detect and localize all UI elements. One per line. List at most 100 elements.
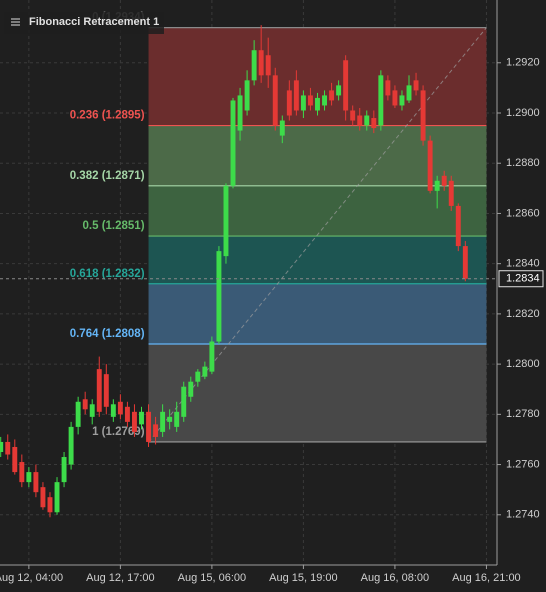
- x-tick-label: Aug 15, 06:00: [178, 572, 247, 584]
- candle-body: [364, 115, 370, 126]
- candle-body: [392, 90, 398, 106]
- candle-body: [188, 381, 194, 397]
- candle-body: [315, 97, 320, 111]
- candle-body: [272, 75, 278, 126]
- candle-body: [258, 50, 264, 76]
- y-tick-label: 1.2820: [506, 308, 540, 320]
- candle-body: [195, 371, 201, 382]
- candle-body: [371, 118, 377, 129]
- candle-body: [181, 386, 187, 417]
- candle-body: [230, 100, 236, 186]
- fib-label: 0.382 (1.2871): [70, 170, 145, 182]
- x-tick-label: Aug 16, 21:00: [452, 572, 521, 584]
- candle-body: [33, 472, 39, 493]
- candle-body: [223, 185, 229, 257]
- candle-body: [5, 441, 11, 455]
- fib-label: 1 (1.2769): [92, 426, 145, 438]
- y-tick-label: 1.2880: [506, 157, 540, 169]
- fib-zone: [148, 185, 487, 237]
- candle-body: [307, 95, 313, 106]
- candle-body: [343, 60, 349, 111]
- fib-zone: [148, 125, 487, 186]
- candle-body: [61, 457, 67, 483]
- x-tick-label: Aug 12, 17:00: [86, 572, 155, 584]
- candle-body: [462, 246, 468, 279]
- candle-body: [54, 482, 60, 513]
- candle-body: [350, 110, 356, 121]
- fib-label: 0.5 (1.2851): [83, 220, 145, 232]
- candle-body: [174, 411, 180, 427]
- candle-body: [357, 115, 363, 126]
- y-tick-label: 1.2760: [506, 458, 540, 470]
- legend: Fibonacci Retracement 1: [4, 12, 164, 34]
- candle-body: [167, 416, 173, 422]
- last-price-box: [498, 270, 544, 288]
- fib-trend-line: [148, 27, 487, 443]
- fib-zone: [148, 236, 487, 284]
- fib-label: 0.236 (1.2895): [70, 110, 145, 122]
- candle-body: [82, 399, 88, 410]
- candle-body: [153, 424, 159, 437]
- candle-body: [322, 95, 327, 106]
- candle-body: [413, 80, 419, 91]
- candle-body: [110, 404, 116, 417]
- y-tick-label: 1.2800: [506, 358, 540, 370]
- candle-body: [441, 175, 447, 186]
- y-tick-label: 1.2860: [506, 207, 540, 219]
- candle-body: [26, 472, 32, 483]
- legend-title: Fibonacci Retracement 1: [29, 16, 159, 28]
- candle-body: [300, 95, 306, 111]
- candle-body: [96, 369, 102, 412]
- candle-body: [146, 411, 152, 442]
- legend-background: [4, 12, 164, 34]
- candle-body: [336, 85, 342, 96]
- candle-body: [399, 95, 405, 106]
- candle-body: [139, 411, 144, 425]
- y-tick-label: 1.2740: [506, 509, 540, 521]
- candle-body: [329, 90, 335, 101]
- x-tick-label: Aug 12, 04:00: [0, 572, 63, 584]
- candle-body: [448, 180, 454, 206]
- fib-label: 0.618 (1.2832): [70, 268, 145, 280]
- candle-body: [40, 487, 46, 508]
- candle-body: [251, 50, 257, 81]
- fib-zone: [148, 344, 487, 442]
- candle-body: [117, 401, 123, 415]
- x-tick-label: Aug 15, 19:00: [269, 572, 338, 584]
- fib-zone: [148, 283, 487, 345]
- candle-body: [385, 80, 391, 96]
- candle-body: [209, 341, 215, 372]
- candles: [0, 25, 468, 518]
- candle-body: [279, 120, 285, 136]
- candle-body: [160, 411, 166, 432]
- y-tick-label: 1.2840: [506, 258, 540, 270]
- legend-icon: [11, 18, 20, 26]
- candle-body: [202, 366, 208, 377]
- candle-body: [124, 406, 130, 422]
- fibonacci: 0 (1.2934)0.236 (1.2895)0.382 (1.2871)0.…: [70, 12, 487, 443]
- candle-body: [406, 85, 412, 101]
- candle-body: [378, 75, 384, 126]
- candle-body: [420, 90, 426, 141]
- candle-body: [427, 140, 433, 191]
- y-tick-label: 1.2900: [506, 107, 540, 119]
- candle-body: [286, 90, 292, 116]
- last-price-label: 1.2834: [506, 273, 540, 285]
- y-tick-label: 1.2780: [506, 408, 540, 420]
- candle-body: [434, 180, 440, 191]
- candle-body: [293, 80, 299, 111]
- candle-body: [47, 497, 53, 513]
- y-tick-label: 1.2920: [506, 57, 540, 69]
- candle-body: [244, 80, 250, 111]
- candle-body: [75, 401, 81, 427]
- candle-body: [0, 441, 4, 452]
- candle-body: [89, 404, 95, 417]
- x-tick-label: Aug 16, 08:00: [361, 572, 430, 584]
- candle-body: [237, 95, 243, 131]
- candle-body: [19, 462, 25, 483]
- candle-body: [68, 426, 74, 465]
- candle-body: [265, 55, 271, 76]
- fib-label: 0.764 (1.2808): [70, 328, 145, 340]
